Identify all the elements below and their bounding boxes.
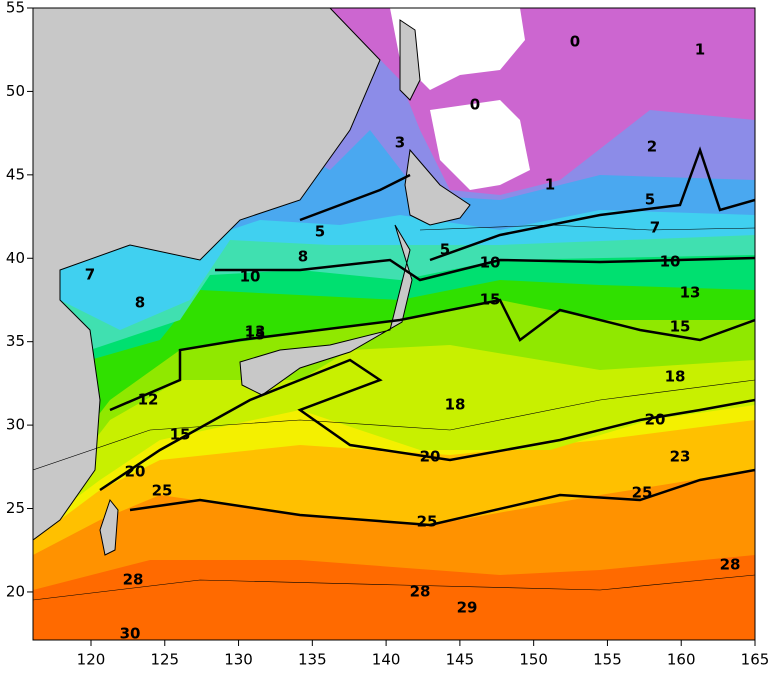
contour-label: 15 bbox=[670, 318, 691, 336]
contour-label: 30 bbox=[120, 625, 141, 643]
contour-label: 15 bbox=[480, 291, 501, 309]
contour-label: 18 bbox=[445, 396, 466, 414]
contour-label: 13 bbox=[245, 323, 266, 341]
x-tick-label: 145 bbox=[446, 651, 475, 669]
x-tick-label: 160 bbox=[667, 651, 696, 669]
contour-label: 15 bbox=[170, 426, 191, 444]
contour-label: 5 bbox=[315, 223, 325, 241]
ice bbox=[390, 8, 525, 90]
hokkaido bbox=[404, 148, 471, 226]
contour-label: 10 bbox=[660, 253, 681, 271]
isotherm bbox=[33, 574, 755, 601]
contour-label: 0 bbox=[470, 96, 480, 114]
japan bbox=[239, 224, 413, 396]
contour-label: 1 bbox=[545, 176, 555, 194]
isotherm bbox=[429, 146, 755, 262]
y-tick-label: 45 bbox=[6, 165, 25, 183]
y-tick-label: 35 bbox=[6, 332, 25, 350]
isotherm bbox=[109, 298, 755, 412]
contour-label: 10 bbox=[240, 268, 261, 286]
sakhalin bbox=[399, 19, 421, 101]
contour-label: 7 bbox=[85, 266, 95, 284]
y-tick-label: 20 bbox=[6, 582, 25, 600]
x-tick-label: 120 bbox=[77, 651, 106, 669]
x-tick-label: 165 bbox=[741, 651, 770, 669]
contour-label: 18 bbox=[665, 368, 686, 386]
x-tick-label: 150 bbox=[519, 651, 548, 669]
contour-label: 3 bbox=[395, 134, 405, 152]
contour-label: 10 bbox=[480, 254, 501, 272]
contour-label: 25 bbox=[417, 513, 438, 531]
contour-label: 5 bbox=[645, 191, 655, 209]
x-tick-label: 135 bbox=[298, 651, 327, 669]
isotherm bbox=[33, 379, 755, 471]
contour-label: 12 bbox=[138, 391, 159, 409]
contour-label: 20 bbox=[645, 411, 666, 429]
plot-frame bbox=[32, 7, 756, 641]
contour-label: 28 bbox=[720, 556, 741, 574]
isotherm bbox=[129, 468, 755, 527]
isotherm bbox=[299, 173, 411, 222]
contour-label: 8 bbox=[135, 294, 145, 312]
contour-label: 25 bbox=[632, 484, 653, 502]
contour-label: 25 bbox=[152, 482, 173, 500]
contour-label: 28 bbox=[410, 583, 431, 601]
contour-label: 5 bbox=[440, 241, 450, 259]
isotherm bbox=[99, 358, 755, 492]
ice bbox=[430, 100, 530, 190]
y-tick-label: 50 bbox=[6, 82, 25, 100]
contour-label: 8 bbox=[298, 248, 308, 266]
taiwan bbox=[99, 498, 119, 556]
land bbox=[33, 8, 381, 541]
contour-label: 20 bbox=[420, 448, 441, 466]
y-tick-label: 25 bbox=[6, 499, 25, 517]
x-tick-label: 140 bbox=[372, 651, 401, 669]
isotherm bbox=[215, 256, 755, 282]
contour-label: 20 bbox=[125, 463, 146, 481]
contour-label: 29 bbox=[457, 599, 478, 617]
contour-label: 28 bbox=[123, 571, 144, 589]
x-tick-label: 155 bbox=[593, 651, 622, 669]
y-tick-label: 30 bbox=[6, 416, 25, 434]
x-tick-label: 125 bbox=[150, 651, 179, 669]
temperature-field bbox=[33, 8, 755, 640]
contour-label: 7 bbox=[650, 219, 660, 237]
y-tick-label: 55 bbox=[6, 0, 25, 17]
contour-label: 2 bbox=[647, 138, 657, 156]
contour-label: 13 bbox=[680, 284, 701, 302]
x-tick-label: 130 bbox=[224, 651, 253, 669]
y-tick-label: 40 bbox=[6, 249, 25, 267]
axes: 120 125 130 135 140 145 150 155 160 1652025303540… bbox=[6, 0, 769, 669]
contour-label: 23 bbox=[670, 448, 691, 466]
isotherm bbox=[419, 224, 755, 231]
contour-label: 1 bbox=[695, 41, 705, 59]
contour-label: 0 bbox=[570, 33, 580, 51]
contour-label: 15 bbox=[245, 326, 266, 344]
